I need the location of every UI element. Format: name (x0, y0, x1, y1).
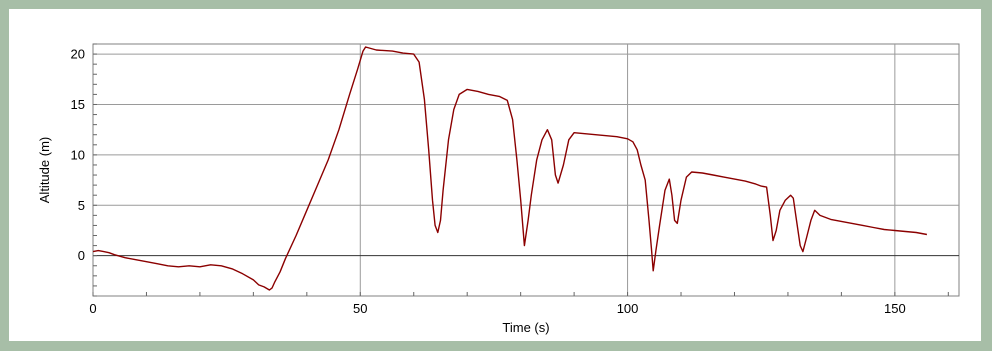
x-tick-label: 0 (89, 301, 96, 316)
y-tick-label: 10 (71, 147, 85, 162)
x-axis-tick-labels: 0 50 100 150 (89, 301, 905, 316)
y-tick-label: 20 (71, 47, 85, 62)
x-tick-label: 150 (884, 301, 906, 316)
y-tick-label: 5 (78, 198, 85, 213)
y-tick-label: 15 (71, 97, 85, 112)
y-axis-tick-labels: 0 5 10 15 20 (71, 47, 85, 264)
grid-lines (93, 44, 959, 296)
y-axis-title: Altitude (m) (37, 137, 52, 203)
x-tick-label: 100 (617, 301, 639, 316)
altitude-chart: 0 50 100 150 0 5 10 15 20 Time (s) Altitude (m) (37, 43, 960, 335)
chart-panel: 0 50 100 150 0 5 10 15 20 Time (s) Altitude (m) (9, 9, 981, 341)
x-tick-label: 50 (353, 301, 367, 316)
plot-area-frame (92, 43, 960, 297)
y-tick-label: 0 (78, 248, 85, 263)
minor-ticks (92, 43, 949, 297)
x-axis-title: Time (s) (502, 320, 549, 335)
altitude-series-line (92, 46, 928, 291)
